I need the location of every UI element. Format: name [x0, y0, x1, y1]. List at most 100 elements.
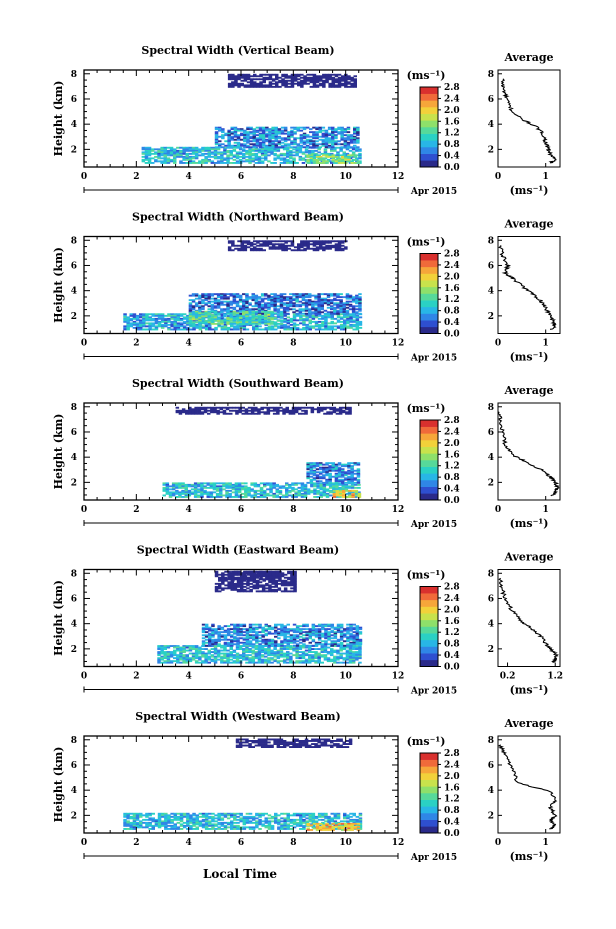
heatmap-cell — [286, 155, 290, 158]
heatmap-cell — [331, 131, 335, 134]
heatmap-cell — [228, 489, 232, 492]
heatmap-cell — [160, 162, 164, 164]
heatmap-cell — [204, 657, 208, 660]
heatmap-cell — [338, 492, 343, 495]
heatmap-cell — [303, 496, 308, 498]
heatmap-cell — [304, 149, 309, 152]
heatmap-cell — [236, 625, 240, 628]
heatmap-cell — [346, 137, 351, 140]
heatmap-cell — [348, 149, 353, 152]
heatmap-cell — [220, 322, 224, 325]
heatmap-cell — [270, 652, 274, 655]
heatmap-cell — [311, 305, 315, 308]
heatmap-cell — [311, 628, 316, 631]
heatmap-cell — [264, 660, 268, 663]
heatmap-cell — [326, 411, 330, 414]
heatmap-cell — [305, 319, 309, 322]
heatmap-cell — [242, 157, 246, 160]
heatmap-cell — [164, 319, 168, 322]
heatmap-cell — [276, 157, 281, 160]
heatmap-cell — [356, 134, 360, 137]
heatmap-cell — [337, 462, 342, 465]
heatmap-cell — [248, 660, 252, 663]
heatmap-cell — [305, 631, 309, 634]
heatmap-cell — [166, 661, 171, 664]
heatmap-cell — [247, 412, 252, 415]
colorbar-segment — [420, 120, 438, 128]
heatmap-cell — [331, 158, 335, 161]
heatmap-cell — [333, 649, 337, 652]
heatmap-cell — [338, 491, 343, 494]
heatmap-cell — [249, 143, 253, 146]
heatmap-cell — [318, 128, 322, 131]
heatmap-cell — [204, 294, 208, 297]
heatmap-cell — [309, 240, 314, 243]
heatmap-cell — [157, 645, 161, 647]
heatmap-cell — [229, 315, 233, 318]
heatmap-cell — [353, 126, 357, 129]
heatmap-cell — [337, 157, 342, 160]
heatmap-cell — [253, 496, 258, 498]
heatmap-cell — [264, 652, 268, 655]
heatmap-cell — [290, 132, 294, 135]
heatmap-cell — [330, 625, 334, 628]
heatmap-cell — [308, 312, 312, 315]
heatmap-cell — [278, 85, 282, 88]
heatmap-cell — [166, 152, 171, 155]
heatmap-cell — [324, 322, 328, 325]
heatmap-title: Spectral Width (Southward Beam) — [132, 377, 344, 390]
heatmap-cell — [327, 141, 332, 144]
heatmap-cell — [294, 483, 298, 486]
heatmap-cell — [229, 300, 233, 303]
heatmap-cell — [323, 654, 328, 657]
heatmap-cell — [260, 651, 265, 653]
heatmap-cell — [348, 308, 353, 311]
heatmap-cell — [251, 293, 255, 296]
heatmap-cell — [338, 496, 342, 498]
heatmap-cell — [260, 157, 265, 160]
heatmap-cell — [286, 651, 290, 653]
heatmap-cell — [276, 322, 281, 325]
heatmap-cell — [278, 496, 283, 498]
heatmap-cell — [141, 160, 146, 163]
heatmap-cell — [204, 297, 208, 300]
heatmap-cell — [343, 326, 347, 329]
heatmap-cell — [191, 294, 196, 297]
heatmap-cell — [160, 313, 165, 316]
heatmap-cell — [201, 299, 205, 302]
heatmap-cell — [227, 144, 231, 147]
heatmap-cell — [320, 655, 324, 658]
heatmap-cell — [321, 135, 326, 138]
heatmap-cell — [210, 655, 215, 658]
heatmap-cell — [334, 143, 338, 146]
heatmap-cell — [147, 158, 152, 161]
heatmap-cell — [270, 151, 274, 154]
heatmap-cell — [351, 652, 356, 655]
heatmap-cell — [267, 654, 271, 657]
heatmap-cell — [351, 151, 356, 154]
heatmap-cell — [322, 241, 326, 244]
heatmap-cell — [260, 654, 265, 657]
heatmap-cell — [229, 294, 233, 297]
heatmap-cell — [229, 293, 233, 296]
heatmap-cell — [342, 491, 346, 494]
heatmap-cell — [300, 488, 305, 491]
heatmap-cell — [198, 294, 202, 297]
heatmap-cell — [275, 73, 279, 76]
heatmap-cell — [258, 325, 262, 328]
heatmap-cell — [263, 494, 267, 497]
heatmap-cell — [355, 148, 359, 151]
heatmap-cell — [188, 648, 193, 650]
heatmap-cell — [353, 137, 357, 140]
heatmap-cell — [275, 488, 279, 491]
heatmap-cell — [270, 325, 275, 328]
heatmap-cell — [342, 308, 346, 311]
heatmap-cell — [340, 126, 344, 129]
heatmap-cell — [185, 646, 189, 649]
heatmap-cell — [132, 326, 137, 329]
heatmap-cell — [304, 302, 309, 305]
heatmap-cell — [329, 412, 333, 415]
heatmap-cell — [277, 129, 282, 132]
heatmap-cell — [164, 317, 168, 320]
heatmap-cell — [331, 79, 335, 82]
